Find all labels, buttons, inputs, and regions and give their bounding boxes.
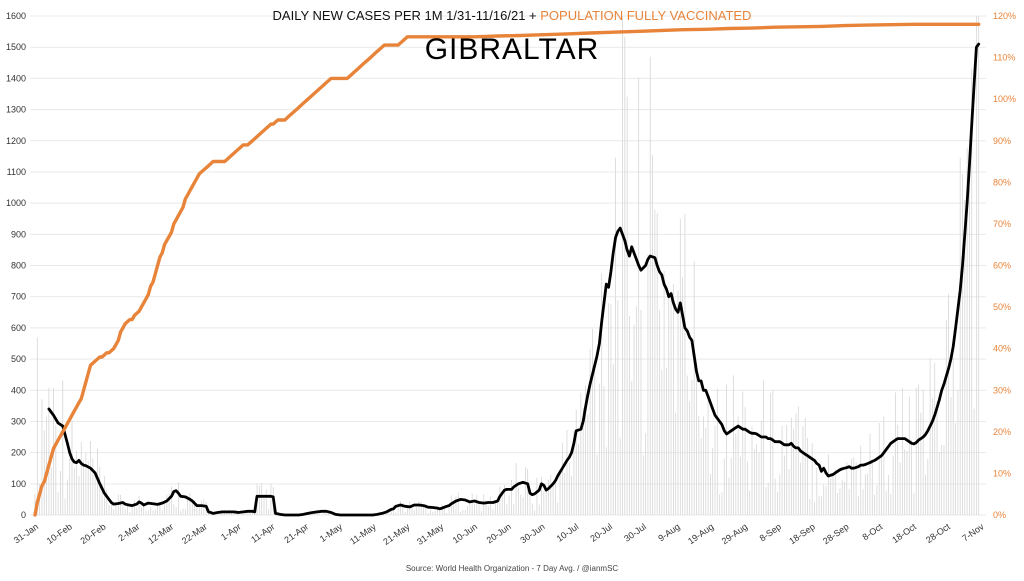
y-right-tick-label: 40% bbox=[993, 344, 1011, 354]
y-left-tick-label: 100 bbox=[11, 479, 26, 489]
y-left-tick-label: 0 bbox=[21, 510, 26, 520]
y-right-tick-label: 80% bbox=[993, 177, 1011, 187]
chart-subtitle: GIBRALTAR bbox=[425, 33, 600, 66]
chart-title: DAILY NEW CASES PER 1M 1/31-11/16/21 + P… bbox=[273, 8, 752, 23]
chart-title-highlight: POPULATION FULLY VACCINATED bbox=[540, 8, 751, 23]
y-right-tick-label: 30% bbox=[993, 385, 1011, 395]
y-left-tick-label: 1400 bbox=[6, 73, 26, 83]
y-left-tick-label: 800 bbox=[11, 261, 26, 271]
y-right-tick-label: 0% bbox=[993, 510, 1006, 520]
y-right-tick-label: 60% bbox=[993, 261, 1011, 271]
y-left-tick-label: 1200 bbox=[6, 136, 26, 146]
y-left-tick-label: 600 bbox=[11, 323, 26, 333]
y-right-tick-label: 100% bbox=[993, 94, 1016, 104]
series bbox=[33, 22, 981, 517]
y-right-tick-label: 110% bbox=[993, 53, 1015, 63]
y-left-tick-label: 200 bbox=[11, 448, 26, 458]
y-right-tick-label: 50% bbox=[993, 302, 1011, 312]
chart-title-prefix: DAILY NEW CASES PER 1M 1/31-11/16/21 + bbox=[273, 8, 541, 23]
y-left-tick-label: 1000 bbox=[6, 198, 26, 208]
y-left-tick-label: 500 bbox=[11, 354, 26, 364]
grid bbox=[30, 15, 986, 516]
y-left-tick-label: 1300 bbox=[6, 105, 26, 115]
y-left-tick-label: 1600 bbox=[6, 11, 26, 21]
y-right-tick-label: 70% bbox=[993, 219, 1011, 229]
y-right-tick-label: 90% bbox=[993, 136, 1011, 146]
y-right-tick-label: 10% bbox=[993, 468, 1011, 478]
y-left-tick-label: 700 bbox=[11, 292, 26, 302]
cases-line bbox=[47, 42, 981, 517]
y-left-tick-label: 400 bbox=[11, 385, 26, 395]
y-left-tick-label: 900 bbox=[11, 229, 26, 239]
y-right-tick-label: 20% bbox=[993, 427, 1011, 437]
source-note: Source: World Health Organization - 7 Da… bbox=[406, 564, 619, 573]
y-left-tick-label: 1100 bbox=[7, 167, 26, 177]
vaccinated-line bbox=[33, 22, 981, 517]
y-left-tick-label: 1500 bbox=[6, 42, 26, 52]
y-left-tick-label: 300 bbox=[11, 416, 26, 426]
y-right-tick-label: 120% bbox=[993, 11, 1016, 21]
